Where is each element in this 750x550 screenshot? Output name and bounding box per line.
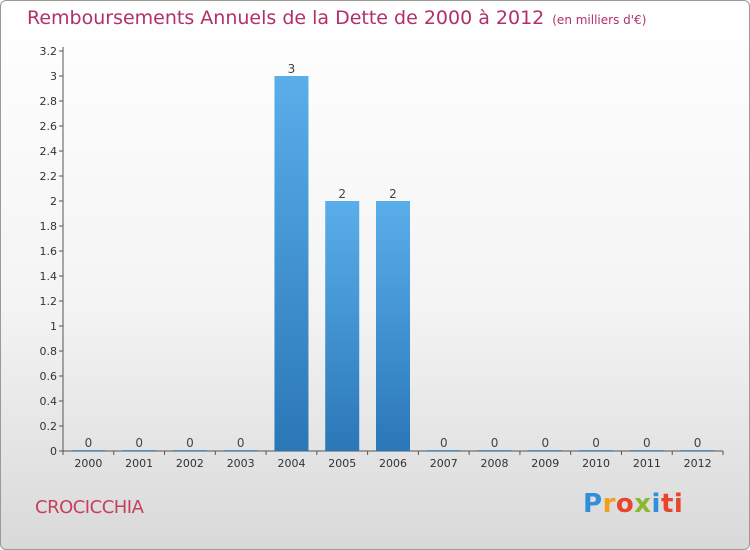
chart-bars <box>71 76 715 451</box>
bar <box>629 450 664 451</box>
x-tick-label: 2012 <box>684 457 712 470</box>
y-tick-label: 1.6 <box>40 245 58 258</box>
x-tick-label: 2001 <box>125 457 153 470</box>
y-tick-label: 1.2 <box>40 295 58 308</box>
bar-value-label: 2 <box>338 187 346 201</box>
logo-letter: ti <box>660 489 684 519</box>
logo-letter: x <box>634 489 652 519</box>
y-tick-label: 3 <box>50 70 57 83</box>
x-tick-label: 2003 <box>227 457 255 470</box>
bar-value-label: 2 <box>389 187 397 201</box>
commune-name: CROCICCHIA <box>35 497 144 518</box>
chart-title: Remboursements Annuels de la Dette de 20… <box>27 7 646 29</box>
bar <box>223 450 258 451</box>
y-tick-label: 1.8 <box>40 220 58 233</box>
y-tick-label: 1 <box>50 320 57 333</box>
bar <box>426 450 461 451</box>
bar-value-label: 0 <box>85 436 93 450</box>
bar-value-label: 0 <box>592 436 600 450</box>
chart-labels: 0 0 0 0 3 2 2 0 0 0 0 0 0 <box>85 62 702 450</box>
bar <box>274 76 309 451</box>
bar-value-label: 0 <box>237 436 245 450</box>
x-tick-label: 2007 <box>430 457 458 470</box>
bar <box>71 450 106 451</box>
x-tick-label: 2005 <box>328 457 356 470</box>
bar-value-label: 0 <box>694 436 702 450</box>
y-tick-label: 2.6 <box>40 120 58 133</box>
bar <box>680 450 715 451</box>
bar-value-label: 0 <box>135 436 143 450</box>
bar <box>579 450 614 451</box>
bar <box>477 450 512 451</box>
logo-letter: P <box>583 489 603 519</box>
x-tick-label: 2000 <box>74 457 102 470</box>
chart-title-text: Remboursements Annuels de la Dette de 20… <box>27 7 545 29</box>
y-tick-label: 2.8 <box>40 95 58 108</box>
logo-letter: r <box>602 489 616 519</box>
y-tick-label: 2 <box>50 195 57 208</box>
bar-value-label: 0 <box>491 436 499 450</box>
y-tick-label: 1.4 <box>40 270 58 283</box>
y-tick-label: 0 <box>50 445 57 458</box>
bar <box>325 201 360 451</box>
y-tick-label: 0.6 <box>40 370 58 383</box>
bar-value-label: 0 <box>440 436 448 450</box>
bar-value-label: 3 <box>288 62 296 76</box>
proxiti-logo: Proxiti <box>583 489 683 519</box>
x-tick-label: 2006 <box>379 457 407 470</box>
bar-value-label: 0 <box>186 436 194 450</box>
x-tick-label: 2009 <box>531 457 559 470</box>
logo-letter: i <box>651 489 661 519</box>
y-tick-label: 2.4 <box>40 145 58 158</box>
y-tick-label: 0.8 <box>40 345 58 358</box>
logo-letter: o <box>615 489 635 519</box>
bar <box>528 450 563 451</box>
x-tick-label: 2010 <box>582 457 610 470</box>
x-tick-label: 2002 <box>176 457 204 470</box>
x-tick-label: 2011 <box>633 457 661 470</box>
y-tick-label: 0.4 <box>40 395 58 408</box>
y-tick-label: 2.2 <box>40 170 58 183</box>
y-tick-label: 3.2 <box>40 45 58 58</box>
bar <box>172 450 207 451</box>
x-tick-label: 2004 <box>277 457 305 470</box>
bar-value-label: 0 <box>541 436 549 450</box>
y-tick-label: 0.2 <box>40 420 58 433</box>
bar-value-label: 0 <box>643 436 651 450</box>
bar <box>376 201 410 451</box>
chart-unit-note: (en milliers d'€) <box>552 13 647 27</box>
x-tick-label: 2008 <box>481 457 509 470</box>
bar <box>122 450 157 451</box>
